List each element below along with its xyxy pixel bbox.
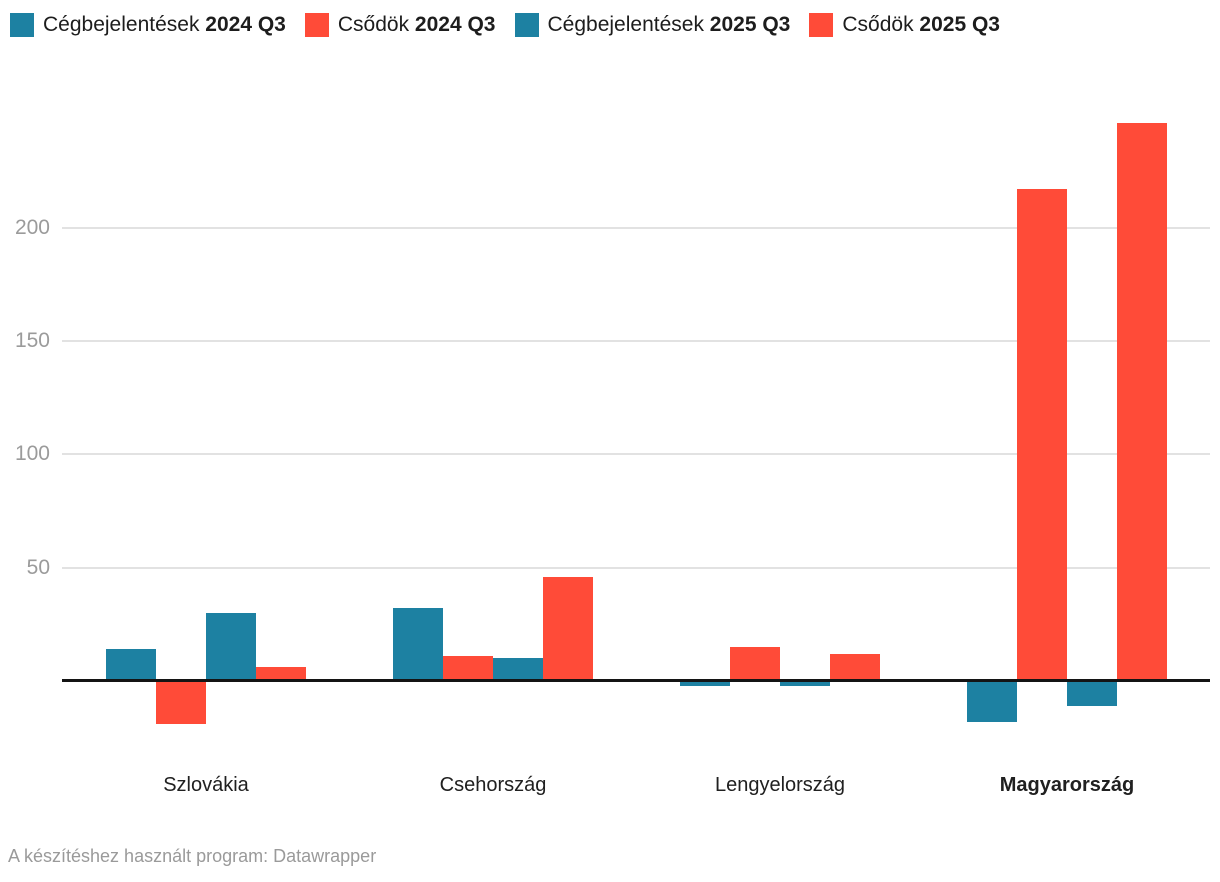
legend-item-csodok-2025q3: Csődök 2025 Q3 xyxy=(809,13,1000,37)
bar-lengyelország-s2 xyxy=(780,681,830,686)
bar-csehország-s2 xyxy=(493,658,543,681)
legend: Cégbejelentések 2024 Q3 Csődök 2024 Q3 C… xyxy=(10,13,1000,37)
attribution-footer: A készítéshez használt program: Datawrap… xyxy=(8,846,377,866)
bar-szlovákia-s2 xyxy=(206,613,256,681)
legend-swatch-red-icon xyxy=(304,13,329,37)
bar-csehország-s3 xyxy=(543,576,593,681)
gridline-50 xyxy=(62,566,1210,569)
bar-csehország-s0 xyxy=(393,608,443,681)
gridline-200 xyxy=(62,226,1210,229)
zero-axis-line xyxy=(62,679,1210,682)
bar-lengyelország-s3 xyxy=(830,653,880,681)
bar-magyarország-s0 xyxy=(967,681,1017,722)
legend-item-label: Cégbejelentések 2024 Q3 xyxy=(43,13,286,37)
legend-swatch-red-icon xyxy=(809,13,834,37)
bar-szlovákia-s0 xyxy=(106,649,156,681)
gridline-150 xyxy=(62,340,1210,343)
y-tick-label-150: 150 xyxy=(14,329,50,353)
legend-series-period: 2025 Q3 xyxy=(709,13,791,36)
legend-item-cegbejelentesek-2025q3: Cégbejelentések 2025 Q3 xyxy=(514,13,791,37)
legend-series-name: Cégbejelentések xyxy=(43,13,200,36)
bar-magyarország-s1 xyxy=(1017,189,1067,681)
gridline-100 xyxy=(62,453,1210,456)
legend-series-period: 2024 Q3 xyxy=(205,13,286,36)
bar-lengyelország-s0 xyxy=(680,681,730,686)
legend-swatch-teal-icon xyxy=(10,13,34,37)
y-tick-label-100: 100 xyxy=(14,442,50,466)
legend-item-label: Cégbejelentések 2025 Q3 xyxy=(548,13,791,37)
category-label-magyarország: Magyarország xyxy=(999,774,1135,796)
y-tick-label-50: 50 xyxy=(26,555,50,579)
legend-series-period: 2024 Q3 xyxy=(414,13,496,36)
bar-magyarország-s3 xyxy=(1117,123,1167,681)
bar-lengyelország-s1 xyxy=(730,647,780,681)
category-label-szlovákia: Szlovákia xyxy=(163,774,249,796)
legend-swatch-teal-icon xyxy=(514,13,539,37)
legend-series-name: Csődök xyxy=(842,13,914,36)
bar-szlovákia-s3 xyxy=(256,667,306,681)
legend-series-name: Cégbejelentések xyxy=(547,13,704,36)
y-tick-label-200: 200 xyxy=(14,215,50,239)
bar-magyarország-s2 xyxy=(1067,681,1117,706)
bar-csehország-s1 xyxy=(443,656,493,681)
bar-szlovákia-s1 xyxy=(156,681,206,725)
legend-item-label: Csődök 2024 Q3 xyxy=(338,13,496,37)
legend-item-cegbejelentesek-2024q3: Cégbejelentések 2024 Q3 xyxy=(10,13,286,37)
legend-item-csodok-2024q3: Csődök 2024 Q3 xyxy=(304,13,496,37)
legend-item-label: Csődök 2025 Q3 xyxy=(842,13,1000,37)
legend-series-name: Csődök xyxy=(337,13,410,36)
category-label-lengyelország: Lengyelország xyxy=(714,774,846,796)
category-label-csehország: Csehország xyxy=(439,774,547,796)
legend-series-period: 2025 Q3 xyxy=(919,13,1000,36)
